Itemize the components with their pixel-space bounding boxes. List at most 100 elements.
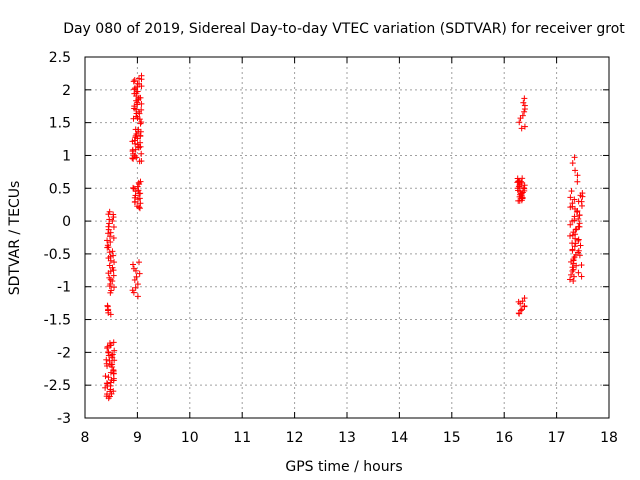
y-tick-label: 0	[62, 214, 71, 230]
data-point	[134, 183, 141, 190]
data-point	[577, 242, 584, 249]
data-point	[518, 125, 525, 132]
data-point	[137, 94, 144, 101]
data-point	[515, 183, 522, 190]
data-point	[576, 220, 583, 227]
data-point	[138, 100, 145, 107]
data-point	[520, 184, 527, 191]
data-point	[517, 307, 524, 314]
y-tick-label: -2	[57, 345, 71, 361]
data-point	[111, 259, 118, 266]
data-point	[131, 77, 138, 84]
data-point	[135, 259, 142, 266]
x-tick-label: 11	[233, 430, 251, 446]
data-point	[579, 190, 586, 197]
data-point	[519, 298, 526, 305]
data-point	[136, 195, 143, 202]
data-point	[569, 246, 576, 253]
data-point	[130, 261, 137, 268]
x-tick-label: 17	[548, 430, 566, 446]
y-tick-label: 1	[62, 148, 71, 164]
data-point	[576, 212, 583, 219]
data-point	[109, 351, 116, 358]
data-point	[521, 123, 528, 130]
data-point	[137, 200, 144, 207]
data-point	[571, 243, 578, 250]
data-point	[134, 203, 141, 210]
x-tick-label: 16	[495, 430, 513, 446]
data-point	[104, 237, 111, 244]
y-tick-label: -0.5	[44, 247, 71, 263]
data-point	[106, 216, 113, 223]
data-point	[574, 172, 581, 179]
data-point	[575, 236, 582, 243]
data-point	[104, 343, 111, 350]
data-point	[521, 295, 528, 302]
data-point	[568, 271, 575, 278]
x-tick-label: 18	[600, 430, 618, 446]
data-point	[130, 184, 137, 191]
y-tick-label: 1.5	[49, 116, 71, 132]
x-tick-label: 12	[286, 430, 304, 446]
y-tick-label: 2.5	[49, 50, 71, 66]
data-point	[521, 303, 528, 310]
data-point	[138, 119, 145, 126]
x-tick-labels: 8 9 10 11 12 13 14 15 16 17 18	[81, 430, 618, 446]
data-point	[109, 248, 116, 255]
y-tick-label: -1	[57, 280, 71, 296]
data-point	[567, 194, 574, 201]
data-point	[573, 208, 580, 215]
y-tick-label: 2	[62, 83, 71, 99]
data-point	[104, 391, 111, 398]
data-point	[134, 80, 141, 87]
data-point	[138, 72, 145, 79]
data-point	[105, 374, 112, 381]
data-point	[567, 221, 574, 228]
data-point	[137, 132, 144, 139]
data-point	[137, 139, 144, 146]
y-tick-label: -2.5	[44, 378, 71, 394]
data-point	[106, 262, 113, 269]
data-point	[110, 366, 117, 373]
data-point	[567, 232, 574, 239]
data-point	[131, 185, 138, 192]
data-point	[571, 196, 578, 203]
data-point	[516, 119, 523, 126]
data-point	[134, 281, 141, 288]
data-point	[520, 99, 527, 106]
data-point	[574, 178, 581, 185]
y-tick-label: 0.5	[49, 181, 71, 197]
data-point	[575, 269, 582, 276]
data-point	[102, 373, 109, 380]
data-point	[575, 215, 582, 222]
data-point	[571, 154, 578, 161]
data-point	[569, 264, 576, 271]
data-point	[106, 208, 113, 215]
data-point	[135, 126, 142, 133]
data-point	[136, 270, 143, 277]
chart-title: Day 080 of 2019, Sidereal Day-to-day VTE…	[63, 21, 625, 37]
data-point	[103, 380, 110, 387]
data-point	[138, 106, 145, 113]
data-point	[105, 223, 112, 230]
data-point	[106, 249, 113, 256]
data-point	[134, 293, 141, 300]
data-point	[109, 361, 116, 368]
data-point	[519, 112, 526, 119]
x-tick-label: 13	[338, 430, 356, 446]
data-point	[133, 273, 140, 280]
data-point	[135, 187, 142, 194]
data-point	[129, 287, 136, 294]
data-point	[578, 262, 585, 269]
data-point	[569, 200, 576, 207]
x-tick-label: 14	[390, 430, 408, 446]
data-point	[515, 298, 522, 305]
data-point	[103, 356, 110, 363]
y-tick-labels: -3 -2.5 -2 -1.5 -1 -0.5 0 0.5 1 1.5 2 2.5	[44, 50, 71, 427]
data-point	[107, 268, 114, 275]
data-point	[566, 276, 573, 283]
data-point	[110, 339, 117, 346]
data-point	[110, 272, 117, 279]
